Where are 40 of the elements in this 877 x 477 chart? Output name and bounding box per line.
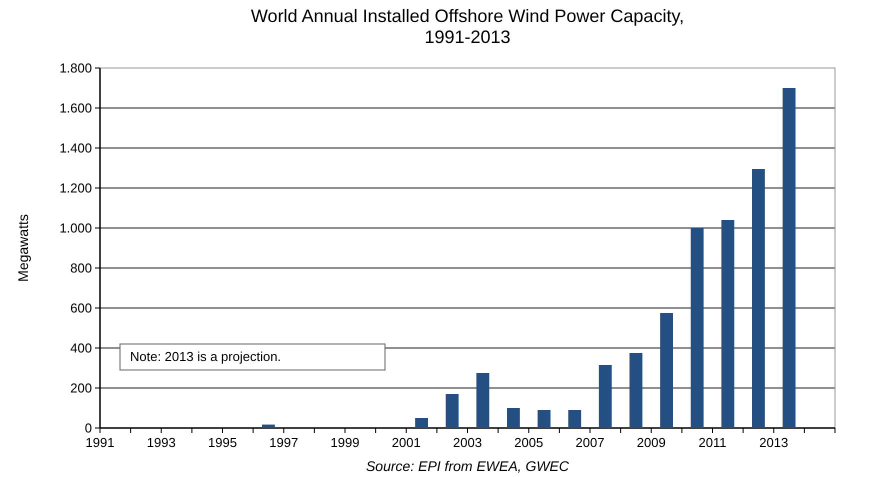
bar	[782, 88, 796, 428]
source-note: Source: EPI from EWEA, GWEC	[366, 458, 570, 474]
bar	[538, 410, 550, 428]
y-tick-label: 400	[70, 340, 92, 356]
bar	[262, 424, 275, 428]
x-tick-label: 2001	[392, 435, 421, 450]
bar	[598, 365, 612, 428]
x-tick-label: 2009	[636, 435, 666, 450]
bar	[568, 410, 582, 428]
x-tick-label: 1997	[269, 435, 298, 450]
x-tick-label: 2005	[514, 435, 544, 450]
bar	[721, 220, 734, 428]
y-tick-label: 1.000	[59, 220, 92, 236]
chart-title: World Annual Installed Offshore Wind Power Capacity, 1991-2013	[250, 6, 684, 47]
y-tick-label: 1.400	[59, 140, 92, 156]
bar	[660, 313, 673, 428]
bar	[690, 228, 704, 428]
y-tick-label: 800	[70, 260, 92, 276]
bar	[415, 418, 428, 428]
y-tick-label: 200	[70, 380, 92, 396]
x-tick-label: 1995	[208, 435, 237, 450]
x-tick-label: 2013	[759, 435, 788, 450]
x-tick-label: 1993	[146, 435, 176, 450]
y-tick-label: 1.200	[59, 180, 92, 196]
y-tick-label: 0	[84, 420, 92, 436]
x-tick-label: 1999	[330, 435, 360, 450]
bar	[507, 408, 520, 428]
x-tick-label: 2011	[698, 435, 726, 450]
y-tick-label: 600	[70, 300, 92, 316]
bar	[476, 373, 490, 428]
x-tick-label: 2007	[576, 435, 604, 450]
bar	[630, 353, 642, 428]
y-axis-title: Megawatts	[15, 214, 31, 282]
y-tick-label: 1.800	[59, 60, 92, 76]
annotation: Note: 2013 is a projection.	[130, 349, 282, 364]
bar	[446, 394, 459, 428]
x-tick-label: 2003	[453, 435, 482, 450]
y-tick-label: 1.600	[59, 100, 92, 116]
x-tick-label: 1991	[86, 435, 114, 450]
bar	[752, 169, 765, 428]
